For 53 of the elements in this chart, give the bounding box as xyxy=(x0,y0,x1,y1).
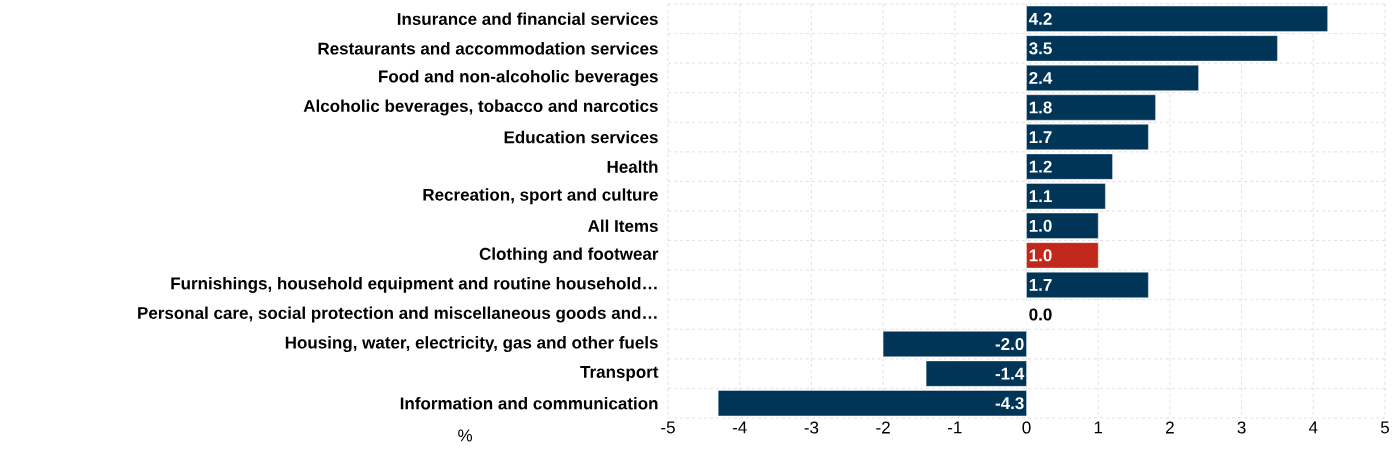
y-tick-label: Personal care, social protection and miscellaneous goods and… xyxy=(138,306,657,323)
bar xyxy=(1026,5,1328,32)
y-tick-label: Food and non-alcoholic beverages xyxy=(379,69,658,86)
x-tick-label: 5 xyxy=(1380,421,1389,434)
y-tick-label: Housing, water, electricity, gas and other fuels xyxy=(285,336,658,353)
bar xyxy=(1026,65,1199,91)
x-tick-label: 4 xyxy=(1308,421,1318,434)
x-tick-label: -5 xyxy=(661,421,675,434)
y-tick-label: All Items xyxy=(588,219,658,233)
data-label: 1.1 xyxy=(1029,190,1052,203)
bar xyxy=(717,390,1027,417)
data-label: 4.2 xyxy=(1028,12,1052,25)
y-tick-label: Education services xyxy=(504,130,658,144)
data-label: 1.2 xyxy=(1029,160,1052,173)
bar xyxy=(1026,153,1113,180)
data-label: -4.3 xyxy=(995,397,1024,410)
bar xyxy=(882,331,1027,357)
data-label: 1.0 xyxy=(1029,249,1052,262)
x-tick-label: 0 xyxy=(1022,421,1031,434)
y-tick-label: Information and communication xyxy=(400,396,658,410)
data-label: 1.7 xyxy=(1029,131,1052,143)
y-tick-label: Insurance and financial services xyxy=(397,12,658,26)
bar xyxy=(1026,94,1156,121)
y-tick-label: Restaurants and accommodation services xyxy=(318,42,658,55)
data-label: 3.5 xyxy=(1029,42,1052,55)
x-tick-label: -4 xyxy=(732,421,747,434)
bar xyxy=(1026,183,1106,210)
x-tick-label: 3 xyxy=(1237,421,1246,434)
x-tick-label: -2 xyxy=(876,421,890,434)
x-tick-label: 2 xyxy=(1166,421,1174,434)
y-tick-label: Transport xyxy=(580,366,659,382)
bar xyxy=(1026,212,1099,239)
data-label: 1.7 xyxy=(1029,279,1052,291)
x-tick-label: 1 xyxy=(1094,421,1103,434)
data-label: -1.4 xyxy=(995,367,1025,380)
bar xyxy=(925,360,1027,387)
y-tick-label: Alcoholic beverages, tobacco and narcotics xyxy=(303,99,658,116)
bar xyxy=(1026,124,1149,150)
data-label: 1.0 xyxy=(1029,219,1052,232)
bar xyxy=(1026,35,1278,62)
x-axis-title: % xyxy=(458,429,473,442)
y-tick-label: Recreation, sport and culture xyxy=(423,188,658,205)
y-tick-label: Clothing and footwear xyxy=(479,247,659,264)
bar xyxy=(1026,272,1149,298)
x-tick-label: -3 xyxy=(804,421,819,434)
data-label: 0.0 xyxy=(1029,308,1052,321)
bar xyxy=(1026,242,1099,269)
data-label: -2.0 xyxy=(995,338,1024,351)
data-label: 2.4 xyxy=(1029,71,1053,84)
x-tick-label: -1 xyxy=(947,421,962,434)
y-tick-label: Furnishings, household equipment and routine household… xyxy=(171,276,657,293)
data-label: 1.8 xyxy=(1029,101,1052,114)
y-tick-label: Health xyxy=(607,160,658,173)
